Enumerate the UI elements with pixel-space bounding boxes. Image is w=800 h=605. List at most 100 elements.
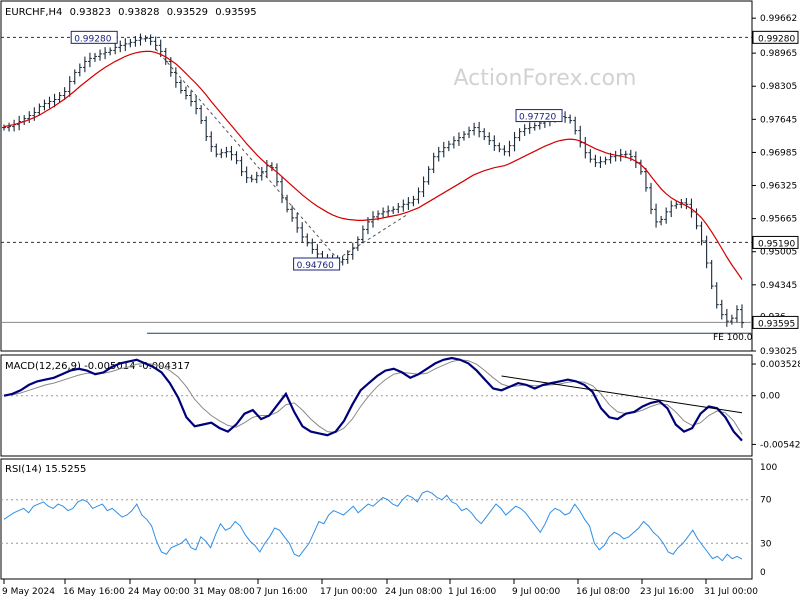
price-bar <box>532 122 537 131</box>
price-bar <box>522 124 527 136</box>
price-bar <box>411 195 416 207</box>
watermark: ActionForex.com <box>454 66 637 91</box>
level-tag-1: 0.95190 <box>758 239 795 249</box>
high-value: 0.93828 <box>118 7 159 18</box>
price-bar <box>199 105 204 125</box>
price-bar <box>300 222 305 243</box>
rsi-tick-label-0: 100 <box>760 463 777 473</box>
price-bar <box>487 132 492 146</box>
price-tick-label-5: 0.96325 <box>760 182 797 192</box>
price-bar <box>401 199 406 212</box>
price-bar <box>249 174 254 183</box>
price-bar <box>724 308 729 327</box>
price-bar <box>421 176 426 198</box>
time-tick-label-6: 24 Jun 08:00 <box>385 587 442 597</box>
price-bar <box>37 103 42 116</box>
price-bar <box>527 122 532 134</box>
price-bar <box>426 166 431 185</box>
rsi-tick-label-2: 30 <box>760 539 772 549</box>
price-bar <box>123 38 128 52</box>
time-axis: 9 May 2024 16 May 16:00 24 May 00:00 31 May… <box>2 579 758 597</box>
price-bar <box>416 187 421 204</box>
price-bar <box>204 116 209 141</box>
price-tick-label-8: 0.94345 <box>760 281 797 291</box>
price-bar <box>381 207 386 219</box>
price-bar <box>517 128 522 142</box>
price-bar <box>285 194 290 213</box>
price-bar <box>512 131 517 152</box>
price-bar <box>77 63 82 77</box>
fe-label: FE 100.0 <box>713 333 753 343</box>
price-bar <box>254 171 259 184</box>
time-tick-label-2: 24 May 00:00 <box>128 587 190 597</box>
price-bar <box>563 111 568 123</box>
price-bar <box>355 236 360 251</box>
level-tag-0: 0.99280 <box>758 34 795 44</box>
time-tick-label-11: 31 Jul 00:00 <box>704 587 758 597</box>
rsi-series: 100 70 30 0 <box>1 463 777 578</box>
price-bar <box>507 140 512 157</box>
low-value: 0.93529 <box>167 7 208 18</box>
macd-tick-label-2: -0.00542 <box>760 440 800 450</box>
price-bar <box>72 69 77 85</box>
price-bar <box>143 35 148 42</box>
price-bar <box>654 203 659 228</box>
price-bar <box>391 206 396 214</box>
rsi-tick-label-1: 70 <box>760 496 772 506</box>
price-tick-label-3: 0.97645 <box>760 115 797 125</box>
open-value: 0.93823 <box>70 7 111 18</box>
price-bar <box>345 250 350 264</box>
price-bar <box>2 124 6 131</box>
level-tag-2: 0.93595 <box>758 319 795 329</box>
price-bar <box>62 87 67 100</box>
price-bar <box>128 38 133 48</box>
price-bar <box>103 47 108 60</box>
price-bar <box>42 99 47 111</box>
price-bar <box>47 96 52 109</box>
price-bar <box>603 156 608 165</box>
time-tick-label-3: 31 May 08:00 <box>193 587 255 597</box>
moving-average-line <box>3 50 743 280</box>
price-bar <box>108 47 113 56</box>
price-tick-label-4: 0.96985 <box>760 148 797 158</box>
price-bar <box>234 151 239 165</box>
price-bar <box>482 128 487 141</box>
price-bar <box>360 225 365 244</box>
price-bar <box>148 34 153 46</box>
price-bar <box>674 201 679 209</box>
price-bar <box>194 95 199 115</box>
price-axis: 0.99280 0.95190 0.99662 0.98965 0.98305 0.976… <box>752 14 799 357</box>
annotation-box-2 <box>515 109 563 123</box>
price-bar <box>436 146 441 162</box>
macd-signal-line <box>3 359 743 435</box>
price-series <box>2 33 744 328</box>
price-bar <box>153 36 158 51</box>
annotation-label-0: 0.99280 <box>74 34 111 44</box>
annotation-box-1 <box>293 257 341 271</box>
price-bar <box>274 163 279 187</box>
macd-trendline <box>501 375 743 414</box>
price-bar <box>734 305 739 323</box>
macd-tick-label-0: 0.003528 <box>760 360 800 370</box>
price-bar <box>709 259 714 290</box>
price-bar <box>92 52 97 62</box>
price-bar <box>502 145 507 156</box>
price-bar <box>239 156 244 177</box>
price-bar <box>315 244 320 260</box>
price-bar <box>67 76 72 97</box>
price-bar <box>593 154 598 168</box>
price-bar <box>492 135 497 151</box>
price-bar <box>138 33 143 46</box>
price-bar <box>664 207 669 224</box>
price-bar <box>396 202 401 214</box>
price-tick-label-7: 0.95005 <box>760 248 797 258</box>
price-bar <box>456 132 461 146</box>
price-bar <box>224 146 229 158</box>
time-tick-label-7: 1 Jul 16:00 <box>448 587 497 597</box>
price-bar <box>669 200 674 218</box>
time-tick-label-1: 16 May 16:00 <box>63 587 125 597</box>
price-bar <box>118 40 123 53</box>
price-bar <box>229 145 234 161</box>
price-bar <box>133 35 138 47</box>
time-tick-label-5: 17 Jun 00:00 <box>320 587 377 597</box>
